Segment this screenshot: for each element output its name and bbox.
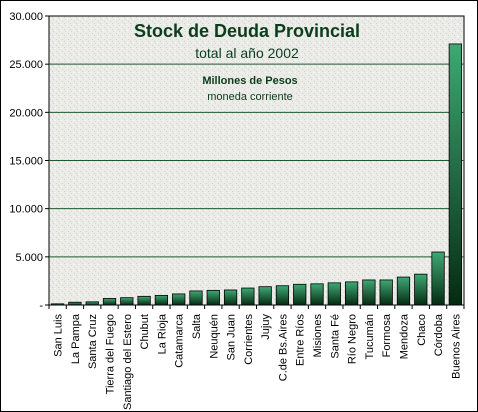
bar [102,298,117,306]
x-tick-label: San Juan [226,314,238,360]
bar [154,294,169,306]
bar [293,283,307,306]
y-tick-label: - [39,300,43,312]
x-tick-label: La Rioja [156,313,168,354]
x-tick-label: C.de Bs.Aires [277,314,289,382]
bar [344,281,359,306]
x-tick-label: Mendoza [398,313,410,359]
bar [431,251,445,306]
y-tick-label: 30.000 [9,11,43,23]
chart-title: Stock de Deuda Provincial [134,21,360,41]
bar [448,43,462,306]
x-tick-label: Entre Ríos [295,314,307,366]
chart-subtitle: total al año 2002 [195,45,299,61]
x-tick-label: Corrientes [243,314,255,365]
bar [275,285,290,306]
x-tick-label: Jujuy [260,314,272,340]
x-tick-label: Santa Cruz [87,314,99,369]
x-tick-label: Neuquén [208,314,220,359]
bar [379,279,393,306]
bar [189,290,203,306]
x-tick-label: Córdoba [433,313,445,356]
bar [362,279,376,306]
bar [172,293,186,306]
bar [414,273,428,306]
bar [223,289,238,306]
units-annotation: Millones de Pesos [202,75,297,87]
y-tick-label: 20.000 [9,107,43,119]
currency-annotation: moneda corriente [207,91,293,103]
y-tick-label: 15.000 [9,156,43,168]
bar [241,287,255,306]
x-tick-label: San Luis [53,314,65,357]
x-tick-label: Tucumán [364,314,376,359]
bar [68,301,82,306]
bar [137,295,151,306]
x-tick-label: Tierra del Fuego [105,314,117,394]
x-tick-label: Catamarca [174,313,186,368]
x-tick-label: Buenos Aires [450,314,462,379]
gridlines [49,63,464,258]
bar [310,283,324,306]
bar [120,297,134,306]
x-tick-label: Chaco [416,314,428,346]
x-tick-label: Formosa [381,313,393,357]
bar [327,282,341,306]
x-tick-label: La Pampa [70,313,82,364]
bar [396,276,411,306]
x-tick-label: Salta [191,313,203,339]
bar [51,303,65,306]
x-tick-label: Río Negro [347,314,359,364]
y-tick-label: 25.000 [9,59,43,71]
y-tick-label: 10.000 [9,204,43,216]
bar [85,301,99,306]
bar [258,286,272,306]
x-tick-label: Misiones [312,314,324,358]
x-tick-label: Santiago del Estero [122,314,134,410]
x-tick-label: Chubut [139,314,151,349]
x-tick-label: Santa Fé [329,314,341,359]
x-axis-ticks: San Luis La Pampa Santa Cruz Tierra del Fue… [48,305,465,410]
y-axis-ticks: - 5.000 10.000 15.000 20.000 25.000 30.000 [9,11,49,312]
bars [51,43,462,306]
y-tick-label: 5.000 [15,252,43,264]
bar [206,289,220,306]
